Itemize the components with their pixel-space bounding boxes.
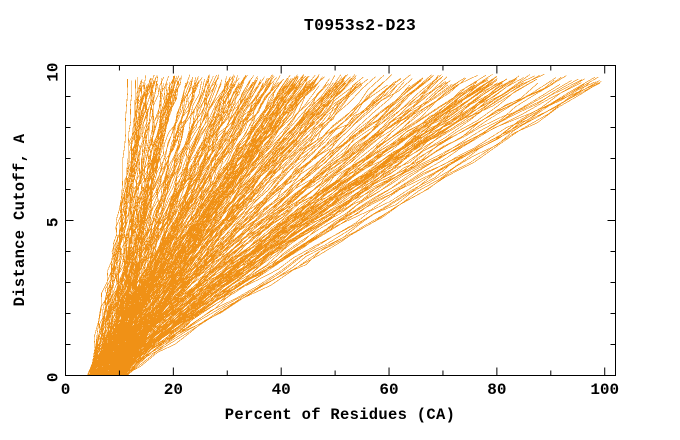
svg-text:40: 40 [272, 381, 291, 399]
svg-text:0: 0 [45, 373, 63, 383]
svg-text:80: 80 [487, 381, 506, 399]
svg-text:10: 10 [45, 63, 63, 82]
svg-text:60: 60 [379, 381, 398, 399]
svg-text:5: 5 [45, 218, 63, 228]
svg-text:100: 100 [590, 381, 619, 399]
svg-text:0: 0 [61, 381, 71, 399]
svg-text:20: 20 [164, 381, 183, 399]
